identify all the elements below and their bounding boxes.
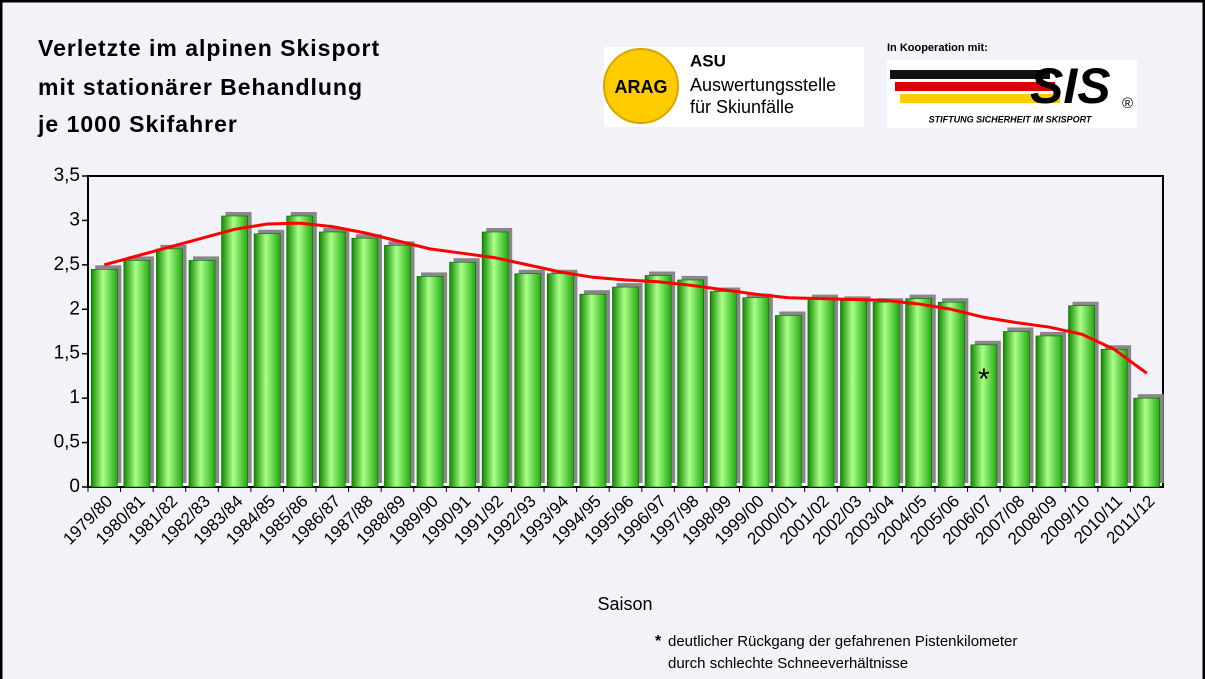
bar [318,231,346,488]
bar [1100,348,1128,488]
bar [677,279,704,488]
bar [384,245,411,488]
bar [416,276,444,488]
y-tick-label: 0 [69,476,80,497]
stripe [890,70,1050,79]
asu-text: Auswertungsstelle [690,75,836,95]
stripe [895,82,1055,91]
bar [253,233,281,488]
bar [547,273,574,488]
footnote: durch schlechte Schneeverhältnisse [668,655,908,672]
asu-text: ASU [690,51,726,70]
y-tick-label: 1,5 [54,343,80,364]
bar [937,301,965,488]
bar [644,275,672,488]
bar [840,300,867,488]
y-tick-label: 1 [69,387,80,408]
y-tick-label: 0,5 [54,432,80,453]
registered-text: ® [1122,95,1133,112]
cooperation-text: In Kooperation mit: [887,42,988,54]
bar [1133,397,1161,488]
sis-subtitle: STIFTUNG SICHERHEIT IM SKISPORT [929,114,1093,124]
bar [449,261,476,488]
asu-text: für Skiunfälle [690,97,794,117]
bar [709,291,737,488]
bar [579,293,607,488]
arag-circle [603,48,679,124]
bar [970,344,998,488]
asu-logo: ARAG ASU Auswertungsstelle für Skiunfäll… [603,47,864,127]
bar [123,260,151,488]
bar [872,301,900,488]
y-tick-label: 2 [69,298,80,319]
footnote-star: * [655,633,662,650]
bar [221,215,248,488]
annotation: * [978,363,990,396]
bar [514,273,542,488]
x-axis-label: Saison [597,594,652,614]
sis-logo: In Kooperation mit: SIS ® STIFTUNG SICHE… [887,42,1137,128]
title-line: mit stationärer Behandlung [38,74,363,100]
bar [1035,335,1063,488]
stripe [900,94,1060,103]
bar [188,260,216,488]
bar [1068,305,1095,488]
sis-text: SIS [1030,58,1111,114]
y-tick-label: 2,5 [54,254,80,275]
bar [612,286,639,488]
title-line: je 1000 Skifahrer [37,111,238,137]
bar [286,215,314,488]
bar [90,268,118,488]
bar [775,315,802,488]
bar [1003,331,1030,488]
bar [351,237,379,488]
trend-line [103,221,1148,375]
bar [156,248,183,488]
bar [905,298,933,488]
footnote: deutlicher Rückgang der gefahrenen Piste… [668,633,1017,650]
bar [481,231,509,488]
title-line: Verletzte im alpinen Skisport [38,35,380,61]
arag-text: ARAG [615,77,668,97]
bar [742,297,770,488]
bar [807,298,835,488]
y-tick-label: 3 [69,209,80,230]
y-tick-label: 3,5 [54,165,80,186]
